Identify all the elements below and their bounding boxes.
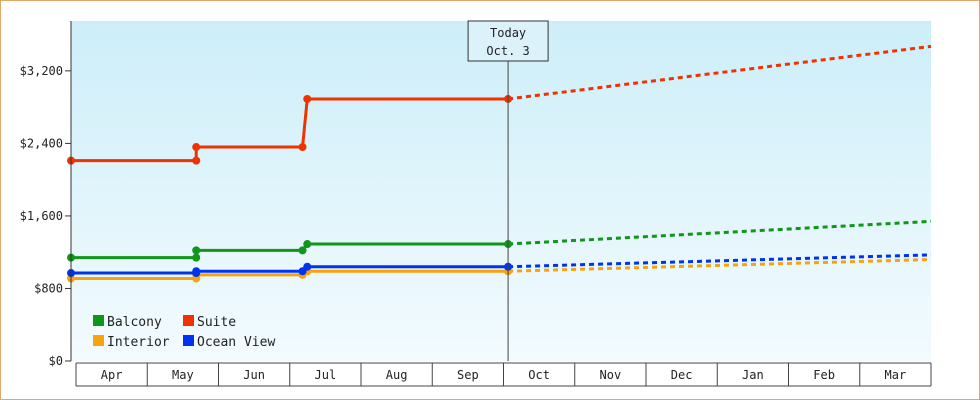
legend-label: Balcony [107,315,162,330]
legend-label: Interior [107,335,170,350]
series-point [192,246,201,255]
legend-swatch [93,335,104,346]
legend-swatch [183,315,194,326]
x-tick-label: Jul [315,368,337,382]
series-forecast-line [508,253,932,269]
series-line [71,242,509,260]
y-tick-label: $0 [49,354,63,368]
x-tick-label: Nov [600,368,622,382]
series-point [192,143,201,152]
series-line [71,265,509,275]
series-point [303,262,312,271]
plot-background [71,21,931,361]
y-tick-label: $800 [34,281,63,295]
series-point [192,253,201,262]
x-tick-label: May [172,368,194,382]
y-tick-label: $1,600 [20,209,63,223]
series-line [71,269,509,280]
x-tick-label: Sep [457,368,479,382]
series-point [298,246,307,255]
x-tick-label: Jan [742,368,764,382]
today-label: Today [490,26,526,40]
y-tick-label: $2,400 [20,136,63,150]
series-forecast-line [508,257,932,273]
series-forecast-line [508,219,932,246]
x-tick-label: Jun [243,368,265,382]
legend-swatch [183,335,194,346]
y-tick-label: $3,200 [20,64,63,78]
x-tick-label: Feb [813,368,835,382]
x-tick-label: Mar [885,368,907,382]
series-forecast-line [507,44,932,101]
series-line [71,97,509,163]
legend-swatch [93,315,104,326]
x-tick-label: Oct [528,368,550,382]
x-tick-label: Apr [101,368,123,382]
legend-label: Suite [197,315,236,330]
today-date-label: Oct. 3 [486,44,529,58]
series-point [303,94,312,103]
x-tick-label: Aug [386,368,408,382]
series-point [303,240,312,249]
today-box [467,20,549,62]
series-point [192,267,201,276]
series-point [298,143,307,152]
legend-label: Ocean View [197,335,275,350]
series-point [192,156,201,165]
x-tick-label: Dec [671,368,693,382]
